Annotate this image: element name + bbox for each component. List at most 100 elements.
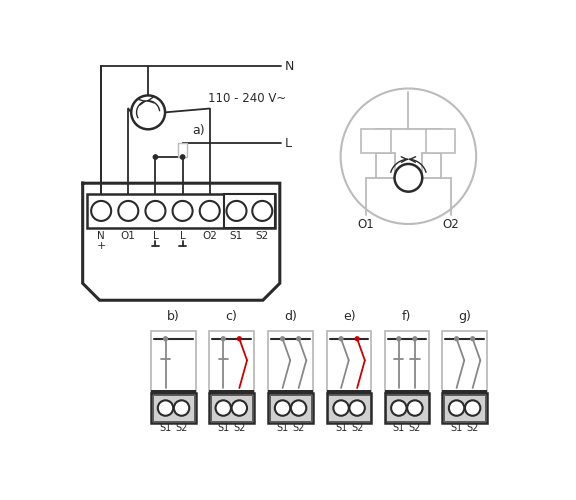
Bar	[151, 331, 196, 394]
Text: S1: S1	[217, 424, 229, 434]
Bar	[268, 331, 313, 394]
Text: S2: S2	[233, 424, 245, 434]
Circle shape	[200, 201, 219, 221]
Circle shape	[131, 96, 165, 130]
Circle shape	[232, 400, 247, 415]
Text: Snubber: Snubber	[425, 140, 457, 149]
Circle shape	[153, 155, 158, 159]
Text: RC: RC	[435, 132, 447, 141]
Bar	[210, 395, 252, 421]
Circle shape	[226, 201, 247, 221]
Bar	[270, 395, 312, 421]
Circle shape	[395, 164, 422, 192]
Bar	[442, 390, 487, 394]
Bar	[151, 390, 196, 394]
Circle shape	[449, 400, 464, 415]
Circle shape	[391, 400, 407, 415]
Polygon shape	[83, 183, 280, 300]
Text: b): b)	[167, 310, 180, 324]
Text: S1: S1	[276, 424, 289, 434]
Bar	[385, 390, 429, 394]
Text: Snubber: Snubber	[360, 140, 392, 149]
Text: S1: S1	[450, 424, 463, 434]
Text: S1: S1	[160, 424, 172, 434]
Circle shape	[297, 337, 301, 340]
Text: +: +	[96, 241, 106, 251]
Text: M: M	[141, 105, 156, 120]
Circle shape	[281, 337, 285, 340]
Bar	[209, 331, 253, 394]
Text: S2: S2	[351, 424, 363, 434]
Circle shape	[454, 337, 458, 340]
Text: N: N	[97, 231, 105, 241]
Text: N: N	[285, 60, 294, 72]
Circle shape	[237, 337, 241, 340]
Circle shape	[91, 201, 111, 221]
Text: S1: S1	[393, 424, 405, 434]
Bar	[268, 390, 313, 394]
Bar	[151, 394, 196, 422]
Text: f): f)	[402, 310, 411, 324]
Bar	[442, 394, 487, 422]
Text: O1: O1	[121, 231, 136, 241]
Circle shape	[413, 337, 417, 340]
Bar	[444, 395, 486, 421]
Bar	[178, 143, 187, 157]
Text: g): g)	[458, 310, 471, 324]
Bar	[426, 128, 456, 153]
Circle shape	[174, 400, 190, 415]
Text: S2: S2	[467, 424, 479, 434]
Bar	[209, 390, 253, 394]
Circle shape	[215, 400, 231, 415]
Circle shape	[275, 400, 290, 415]
Bar	[442, 331, 487, 394]
Circle shape	[465, 400, 480, 415]
Circle shape	[118, 201, 138, 221]
Circle shape	[350, 400, 365, 415]
Circle shape	[164, 337, 168, 340]
Text: L: L	[180, 231, 185, 241]
Text: S2: S2	[293, 424, 305, 434]
Text: M: M	[401, 170, 416, 186]
Bar	[385, 331, 429, 394]
Bar	[268, 394, 313, 422]
Circle shape	[145, 201, 165, 221]
Text: O2: O2	[442, 218, 459, 231]
Circle shape	[339, 337, 343, 340]
Bar	[327, 390, 372, 394]
Circle shape	[252, 201, 272, 221]
Text: S1: S1	[335, 424, 347, 434]
Circle shape	[180, 155, 185, 159]
Circle shape	[407, 400, 423, 415]
Circle shape	[221, 337, 225, 340]
Bar	[327, 331, 372, 394]
Circle shape	[291, 400, 306, 415]
Text: RC: RC	[370, 132, 382, 141]
Text: L: L	[285, 136, 291, 149]
Text: 110 - 240 V~: 110 - 240 V~	[208, 92, 286, 105]
Bar	[88, 194, 275, 228]
Bar	[385, 394, 429, 422]
Circle shape	[471, 337, 475, 340]
Circle shape	[340, 88, 476, 224]
Circle shape	[158, 400, 173, 415]
Circle shape	[334, 400, 348, 415]
Text: S2: S2	[409, 424, 421, 434]
Bar	[327, 394, 372, 422]
Text: S2: S2	[256, 231, 269, 241]
Bar	[328, 395, 370, 421]
Text: a): a)	[192, 124, 204, 137]
Bar	[153, 395, 194, 421]
Bar	[386, 395, 427, 421]
Text: O1: O1	[358, 218, 374, 231]
Bar	[361, 128, 391, 153]
Circle shape	[173, 201, 192, 221]
Text: O2: O2	[202, 231, 217, 241]
Bar	[223, 194, 275, 228]
Bar	[209, 394, 253, 422]
Text: L: L	[153, 231, 158, 241]
Text: d): d)	[284, 310, 297, 324]
Circle shape	[355, 337, 359, 340]
Text: S2: S2	[175, 424, 188, 434]
Text: e): e)	[343, 310, 355, 324]
